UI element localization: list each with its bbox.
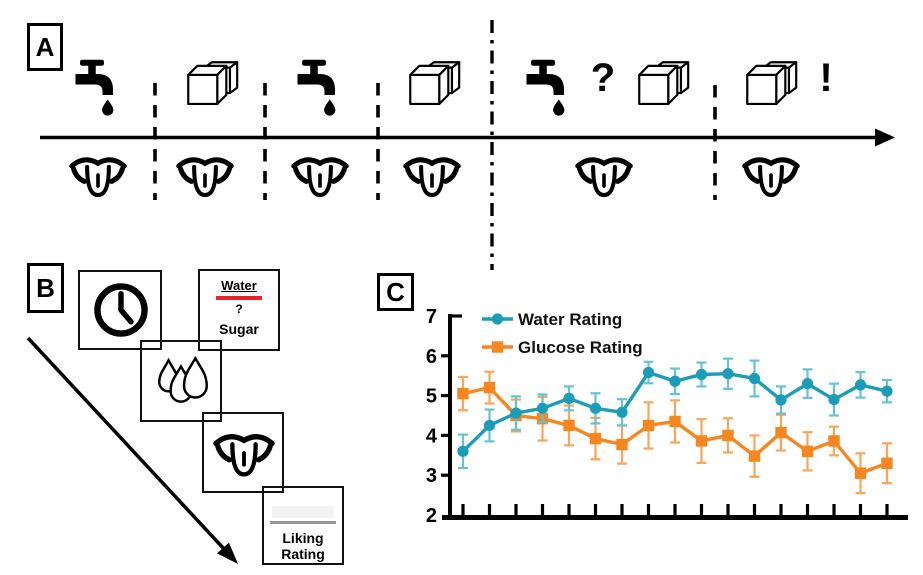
tongue-icon — [575, 150, 633, 202]
chart-legend: Water Rating Glucose Rating — [482, 310, 643, 357]
chart-axes: 2 3 4 5 6 7 — [426, 306, 908, 527]
data-point-circle — [748, 372, 761, 385]
data-point-square — [642, 419, 655, 432]
uncertainty-question-mark: ? — [590, 56, 616, 100]
rating-scale-bar — [272, 506, 334, 518]
faucet-icon — [296, 56, 344, 116]
faucet-icon — [525, 56, 573, 116]
data-point-square — [457, 387, 469, 400]
data-point-circle — [854, 379, 867, 391]
panel-c-label: C — [377, 273, 414, 311]
data-point-circle — [775, 394, 787, 406]
tongue-icon — [403, 150, 461, 202]
data-point-circle — [536, 402, 549, 414]
y-tick-label: 3 — [426, 465, 437, 487]
cue-question-mark: ? — [235, 302, 243, 316]
panel-c-label-text: C — [386, 277, 405, 307]
tongue-icon — [69, 150, 127, 202]
data-point-circle — [801, 378, 814, 390]
data-point-square — [748, 450, 761, 462]
data-point-square — [616, 438, 628, 451]
data-point-circle — [483, 419, 496, 432]
data-point-square — [589, 432, 602, 445]
cue-red-underline — [216, 296, 262, 300]
tongue-icon — [291, 150, 349, 202]
taste-screen-box — [202, 412, 284, 493]
data-point-circle — [457, 445, 469, 457]
data-point-square — [801, 445, 814, 458]
series-water-rating — [457, 357, 893, 470]
y-tick-label: 6 — [426, 346, 437, 368]
sugar-cubes-icon — [740, 58, 798, 110]
sugar-cubes-icon — [632, 58, 690, 110]
legend-label: Glucose Rating — [518, 338, 643, 357]
panel-b-label-text: B — [36, 273, 55, 303]
data-point-circle — [563, 392, 575, 404]
sugar-cubes-icon — [181, 58, 239, 110]
y-tick-label: 2 — [426, 505, 437, 527]
surprise-exclamation-mark: ! — [819, 56, 833, 100]
cue-word-sugar: Sugar — [219, 321, 259, 337]
data-point-circle — [722, 368, 734, 380]
legend-label: Water Rating — [518, 310, 622, 329]
data-point-circle — [589, 402, 602, 414]
data-point-square — [695, 435, 708, 447]
tongue-icon — [742, 150, 800, 202]
data-point-square — [828, 435, 840, 447]
liking-rating-text: Liking Rating — [281, 530, 325, 562]
panel-a-label-text: A — [35, 32, 55, 62]
timeline-arrowhead-icon — [875, 128, 895, 147]
cue-screen-box: Water ? Sugar — [198, 269, 280, 351]
faucet-icon — [74, 56, 122, 116]
tongue-icon — [176, 150, 234, 202]
data-point-square — [722, 429, 734, 442]
y-tick-label: 4 — [426, 425, 438, 447]
sugar-cubes-icon — [403, 58, 461, 110]
data-point-circle — [669, 375, 681, 387]
data-point-circle — [616, 406, 628, 418]
data-point-circle — [642, 366, 655, 379]
delay-screen-box — [78, 270, 162, 350]
legend-marker-square — [491, 341, 504, 353]
legend-marker-circle — [491, 313, 504, 325]
data-point-circle — [828, 393, 840, 406]
y-tick-label: 7 — [426, 306, 437, 328]
y-tick-label: 5 — [426, 386, 437, 408]
data-point-circle — [510, 407, 522, 419]
trial-sequence-arrow-shaft — [26, 336, 227, 552]
liquid-drops-icon — [150, 352, 216, 412]
data-point-square — [483, 381, 496, 394]
data-point-square — [775, 426, 787, 439]
rating-scale-line — [270, 521, 336, 524]
clock-icon — [92, 281, 150, 339]
liking-line2: Rating — [281, 546, 325, 562]
liking-line1: Liking — [282, 530, 324, 546]
liking-rating-box: Liking Rating — [262, 486, 344, 565]
data-point-square — [854, 467, 867, 479]
data-point-circle — [695, 368, 708, 381]
liking-ratings-chart: 2 3 4 5 6 7 Water Rating Glucose Rating — [426, 306, 908, 527]
cue-word-water: Water — [221, 278, 257, 293]
data-point-square — [563, 419, 575, 432]
liquid-delivery-box — [140, 340, 222, 422]
panel-a-label: A — [27, 23, 63, 71]
data-point-circle — [881, 385, 893, 397]
panel-b-label: B — [27, 263, 64, 313]
trial-sequence-arrowhead-icon — [217, 542, 238, 564]
data-point-square — [881, 457, 893, 469]
series-glucose-rating — [457, 370, 893, 495]
data-point-square — [669, 415, 681, 428]
tongue-icon — [213, 427, 275, 481]
